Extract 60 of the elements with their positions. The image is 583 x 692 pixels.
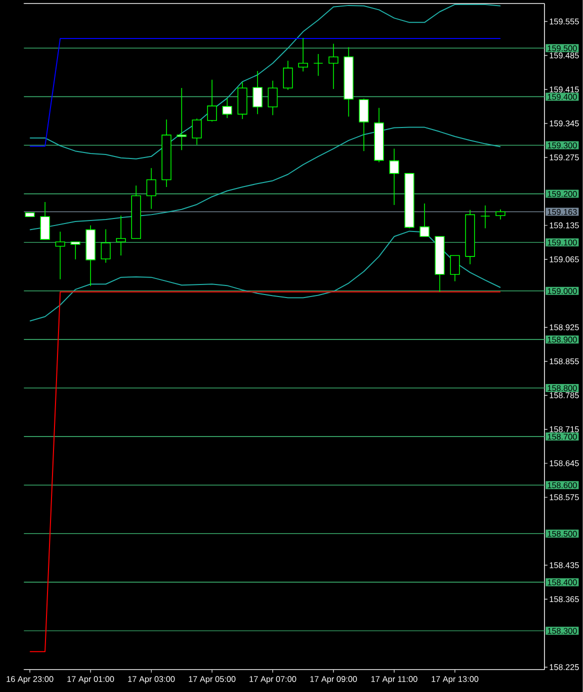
ref-line-label: 158.700 (548, 434, 577, 440)
ref-line-label: 158.900 (548, 336, 577, 343)
ref-line-label: 159.500 (548, 45, 577, 52)
candlestick (176, 88, 187, 151)
candlestick (268, 80, 278, 116)
x-tick-label: 16 Apr 23:00 (6, 676, 54, 684)
candlestick (420, 203, 430, 237)
ref-line-label: 159.200 (548, 191, 577, 197)
candlestick (328, 43, 338, 90)
candlestick (359, 98, 369, 152)
ref-line-label: 159.163 (548, 208, 577, 215)
y-tick-label: 158.785 (550, 392, 579, 398)
y-tick-label: 159.415 (550, 86, 579, 92)
candlestick (313, 54, 324, 76)
ref-line-label: 159.000 (548, 288, 577, 294)
ref-line-label: 158.600 (548, 482, 577, 488)
candlestick (55, 231, 66, 280)
y-tick-label: 158.855 (550, 358, 579, 364)
candlestick (222, 98, 232, 118)
candlestick (40, 202, 50, 240)
y-tick-label: 159.135 (550, 222, 579, 228)
candlestick (116, 215, 126, 256)
x-tick-label: 17 Apr 11:00 (371, 676, 418, 684)
y-tick-label: 159.065 (550, 256, 579, 262)
x-tick-label: 17 Apr 07:00 (250, 676, 296, 684)
candlestick (496, 208, 506, 220)
ref-line-label: 158.300 (548, 628, 577, 634)
ref-line-label: 159.300 (548, 142, 577, 148)
ref-line-label: 158.800 (548, 385, 577, 392)
y-tick-label: 158.575 (550, 494, 579, 500)
candlestick (480, 205, 490, 229)
ref-line-label: 159.100 (548, 240, 577, 246)
ref-line-label: 159.400 (548, 94, 577, 100)
y-tick-label: 158.435 (550, 562, 579, 568)
x-tick-label: 17 Apr 05:00 (188, 676, 236, 684)
candlestick (146, 168, 156, 210)
y-tick-label: 158.925 (550, 324, 579, 330)
x-tick-label: 17 Apr 03:00 (128, 676, 175, 684)
candlestick (70, 241, 80, 260)
x-tick-label: 17 Apr 01:00 (68, 676, 114, 684)
y-tick-label: 159.555 (550, 18, 579, 24)
candlestick (389, 148, 400, 206)
candlestick (100, 228, 111, 264)
x-tick-label: 17 Apr 13:00 (432, 676, 478, 684)
candlestick (192, 118, 202, 146)
x-tick-label: 17 Apr 09:00 (310, 676, 358, 684)
candlestick (207, 79, 218, 122)
y-tick-label: 158.715 (550, 426, 579, 432)
y-tick-label: 158.365 (550, 596, 579, 602)
y-tick-label: 159.345 (550, 120, 579, 126)
y-tick-label: 158.645 (550, 460, 579, 466)
candlestick (298, 38, 308, 72)
candlestick (252, 70, 263, 115)
candlestick (283, 60, 293, 90)
y-tick-label: 158.225 (550, 664, 579, 670)
y-tick-label: 159.275 (550, 154, 579, 160)
candlestick (450, 255, 460, 282)
y-tick-label: 159.485 (550, 52, 579, 58)
ref-line-label: 158.400 (548, 579, 577, 586)
ref-line-label: 158.500 (548, 530, 577, 537)
